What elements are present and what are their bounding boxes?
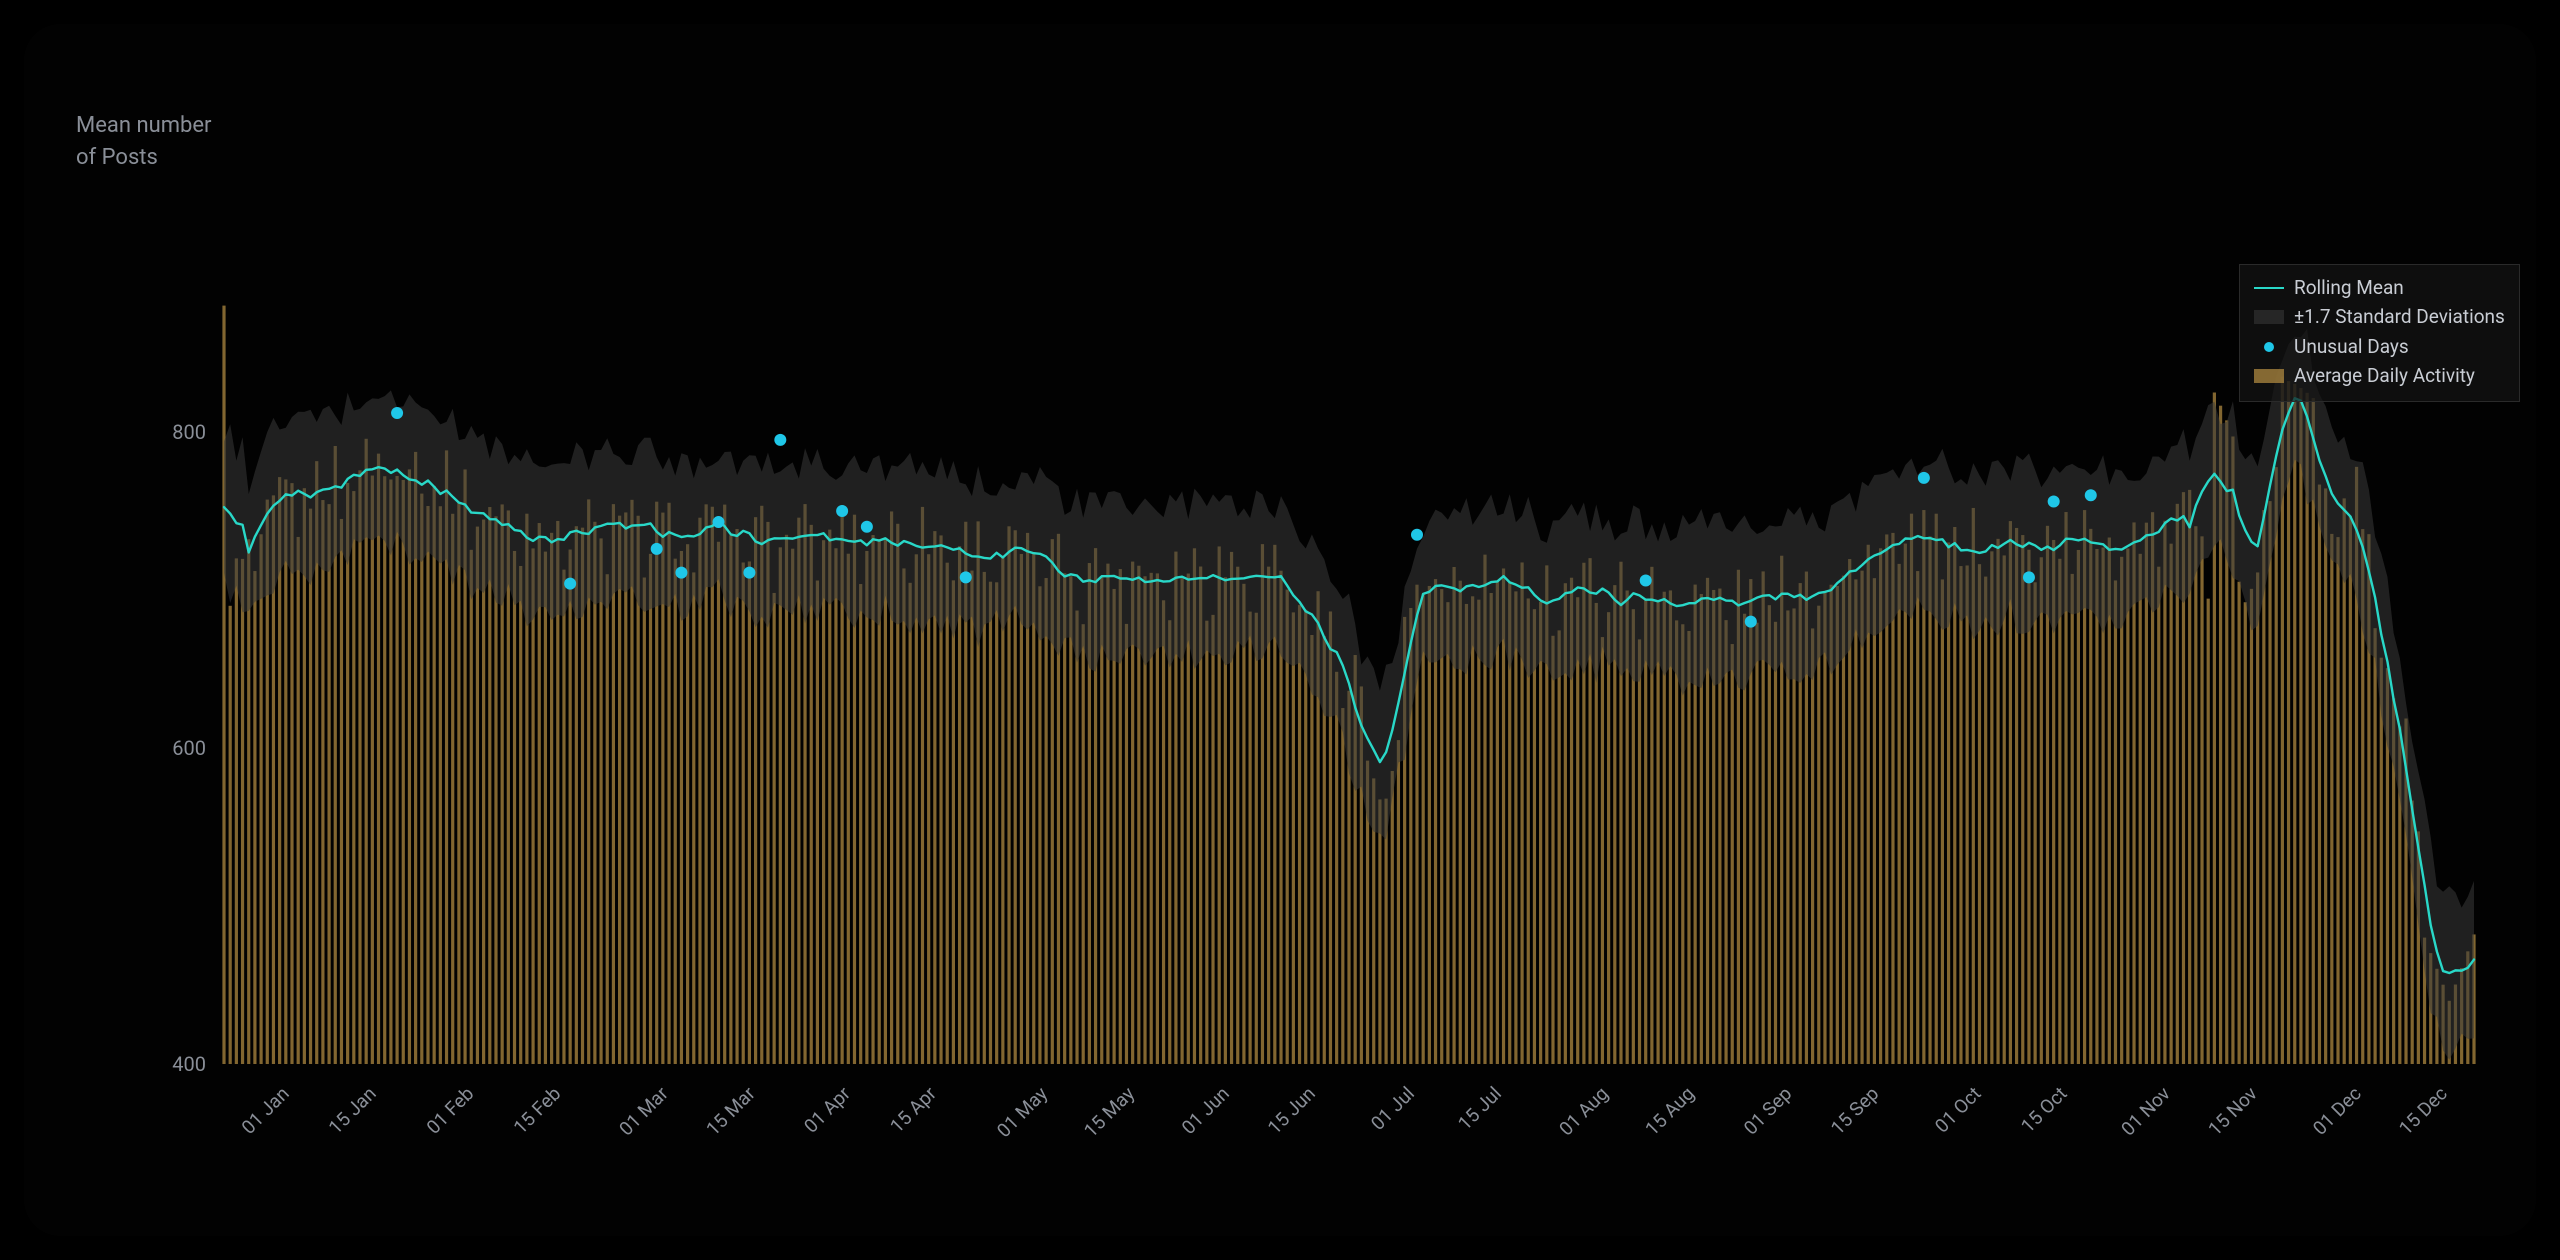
legend-item: ±1.7 Standard Deviations bbox=[2254, 302, 2505, 331]
chart-card: Mean number of Posts 400600800 01 Jan15 … bbox=[24, 24, 2536, 1236]
y-tick-label: 600 bbox=[146, 736, 206, 760]
legend-item: Rolling Mean bbox=[2254, 273, 2505, 302]
legend-item: Unusual Days bbox=[2254, 332, 2505, 361]
legend-swatch bbox=[2254, 287, 2284, 289]
legend-label: Average Daily Activity bbox=[2294, 361, 2475, 390]
plot-area bbox=[24, 24, 2536, 1236]
y-tick-label: 400 bbox=[146, 1052, 206, 1076]
legend-label: Unusual Days bbox=[2294, 332, 2409, 361]
legend-swatch bbox=[2264, 342, 2274, 352]
legend-label: Rolling Mean bbox=[2294, 273, 2404, 302]
y-tick-label: 800 bbox=[146, 420, 206, 444]
legend: Rolling Mean±1.7 Standard DeviationsUnus… bbox=[2239, 264, 2520, 402]
legend-item: Average Daily Activity bbox=[2254, 361, 2505, 390]
legend-label: ±1.7 Standard Deviations bbox=[2294, 302, 2505, 331]
legend-swatch bbox=[2254, 369, 2284, 383]
legend-swatch bbox=[2254, 310, 2284, 324]
